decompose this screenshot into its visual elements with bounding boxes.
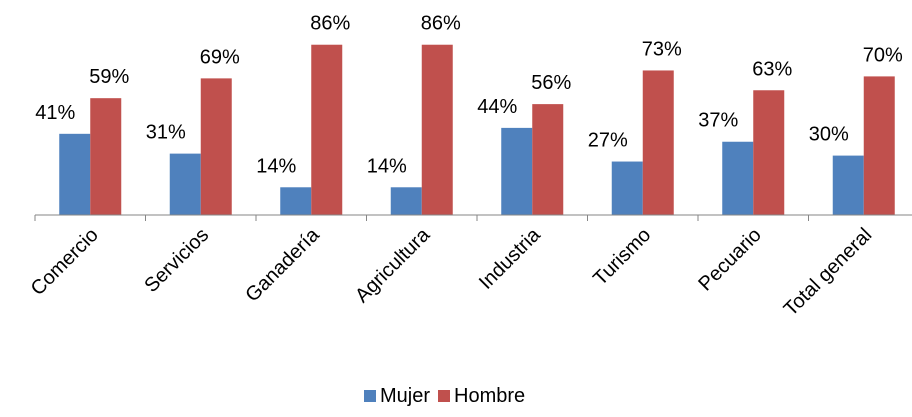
bar-mujer-pecuario [722,141,754,215]
bar-mujer-turismo [611,161,643,215]
category-label-turismo: Turismo [589,224,655,290]
category-label-ganaderia: Ganadería [241,223,324,306]
data-label-hombre: 56% [531,72,571,94]
category-label-total-general: Total general [780,224,877,321]
legend-swatch-mujer [364,390,376,402]
bar-mujer-industria [501,127,533,215]
legend: Mujer Hombre [364,385,525,407]
data-label-hombre: 63% [752,58,792,80]
data-labels-layer: 41% 59% 31% 69% 14% 86% 14% 86% 44% 56% 27% 73% 37% 6… [35,13,903,178]
data-label-hombre: 86% [421,13,461,35]
legend-label-mujer: Mujer [380,385,430,407]
bar-mujer-total-general [832,155,864,215]
category-label-servicios: Servicios [140,224,213,297]
data-label-mujer: 27% [588,130,628,152]
bar-hombre-total-general [863,76,895,216]
data-label-hombre: 70% [863,44,903,66]
legend-label-hombre: Hombre [454,385,525,407]
bar-mujer-agricultura [390,187,422,215]
bar-hombre-agricultura [421,44,453,215]
data-label-hombre: 86% [310,13,350,35]
data-label-hombre: 59% [89,66,129,88]
data-label-mujer: 31% [146,122,186,144]
bar-mujer-ganaderia [280,187,312,215]
bar-hombre-pecuario [753,90,785,215]
data-label-mujer: 14% [367,155,407,177]
bar-hombre-industria [532,104,564,215]
data-label-mujer: 14% [256,155,296,177]
bar-hombre-servicios [200,78,232,215]
data-label-hombre: 73% [642,38,682,60]
category-label-comercio: Comercio [27,224,103,300]
data-label-hombre: 69% [200,46,240,68]
data-label-mujer: 44% [477,96,517,118]
data-label-mujer: 37% [698,110,738,132]
bar-hombre-turismo [642,70,674,216]
bar-mujer-comercio [59,133,91,215]
bar-mujer-servicios [169,153,201,215]
bar-hombre-ganaderia [311,44,343,215]
legend-swatch-hombre [438,390,450,402]
data-label-mujer: 41% [35,102,75,124]
bar-hombre-comercio [90,98,122,215]
x-axis-ticks [34,215,809,221]
category-label-industria: Industria [475,223,545,293]
bars-layer [59,44,895,216]
category-labels: Comercio Servicios Ganadería Agricultura Ind… [27,223,877,320]
category-label-agricultura: Agricultura [351,223,435,307]
category-label-pecuario: Pecuario [694,224,765,295]
data-label-mujer: 30% [809,124,849,146]
